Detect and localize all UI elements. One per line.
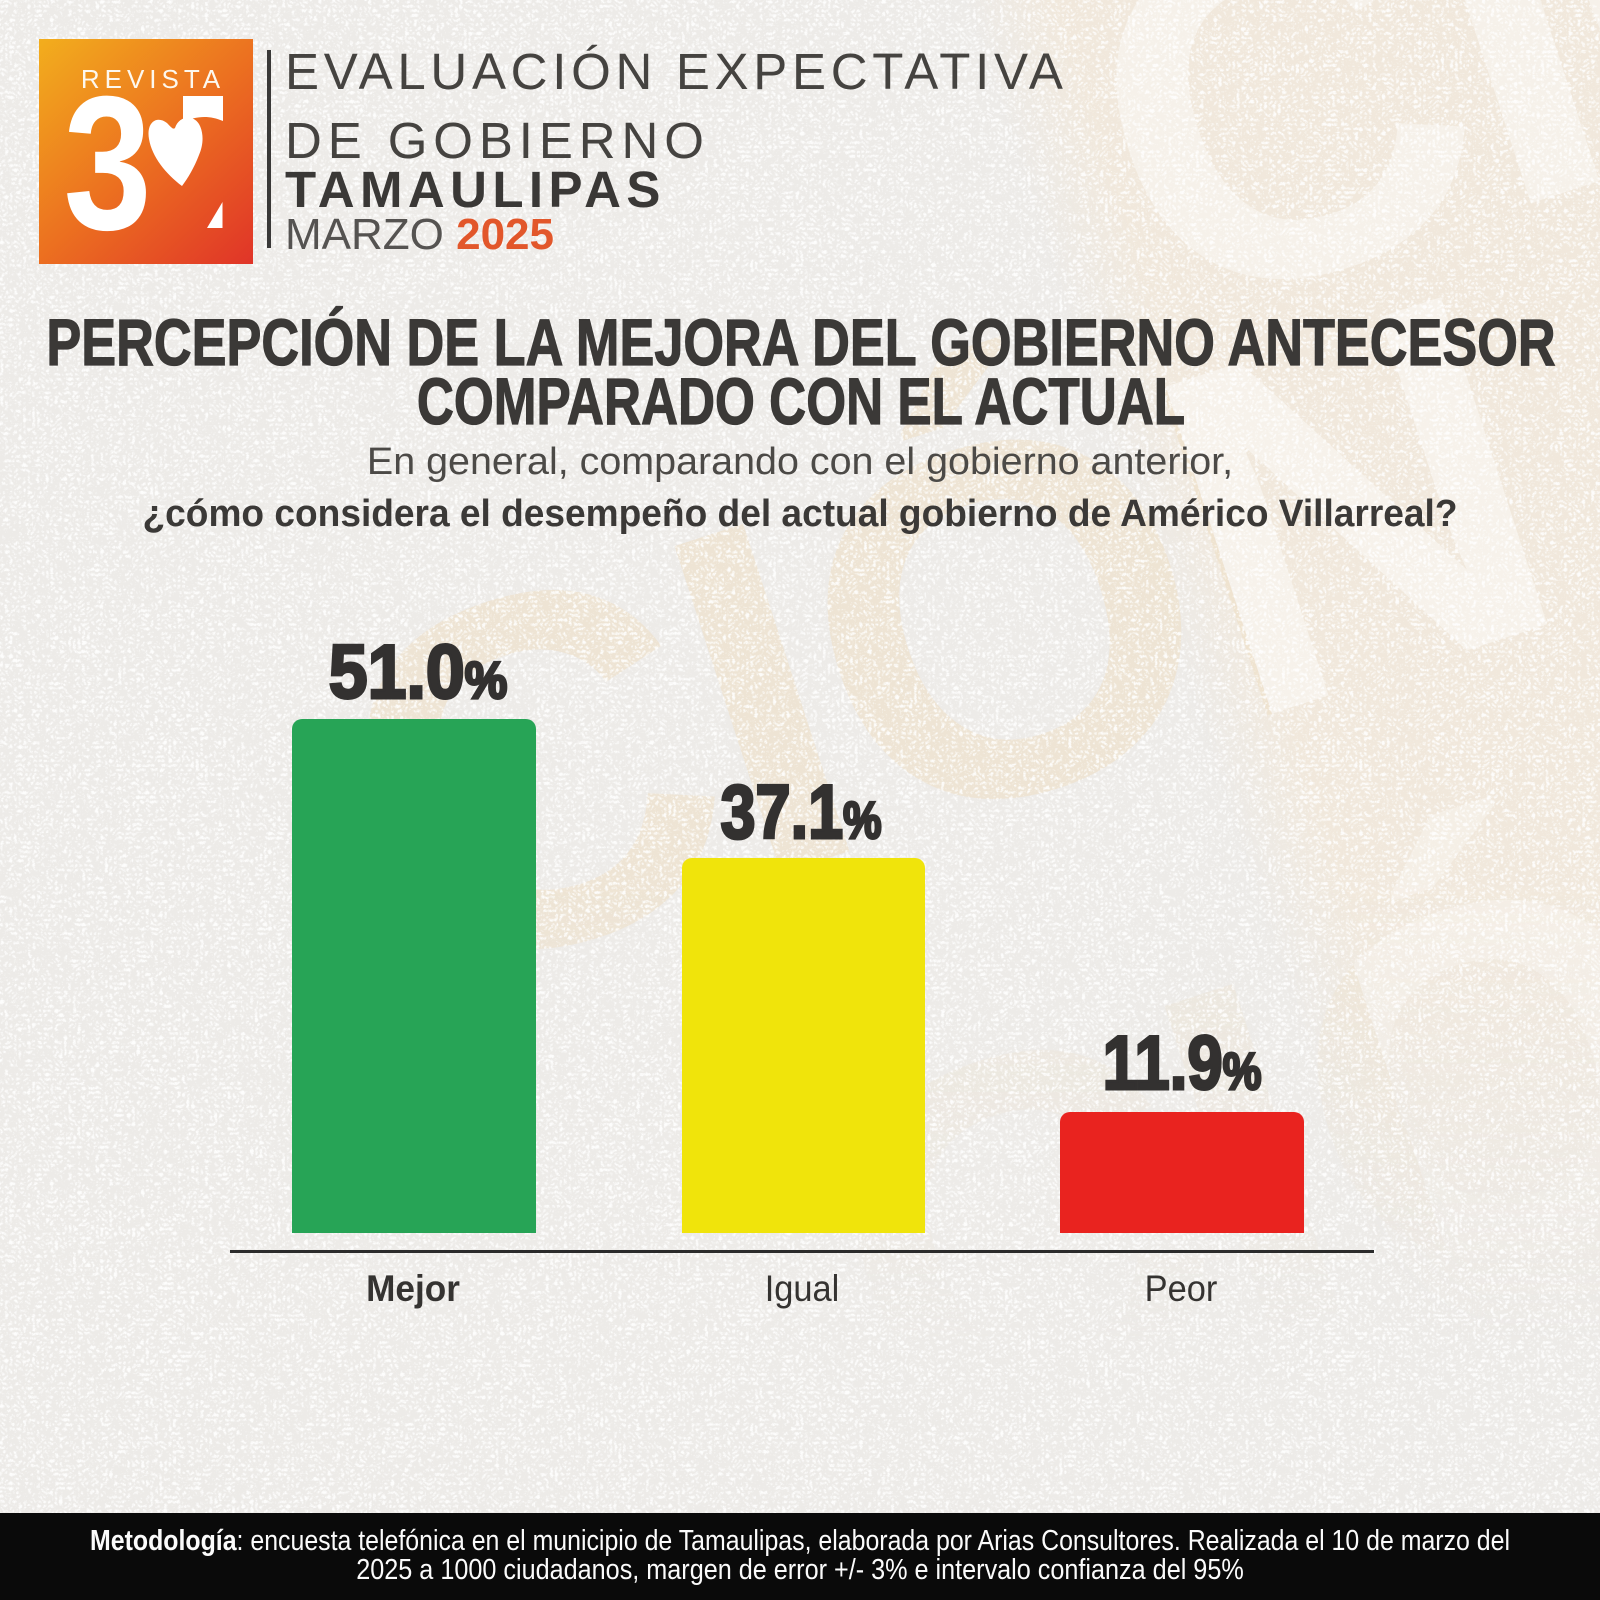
svg-text:3: 3 [64,57,152,264]
svg-text:REVISTA: REVISTA [81,64,225,94]
